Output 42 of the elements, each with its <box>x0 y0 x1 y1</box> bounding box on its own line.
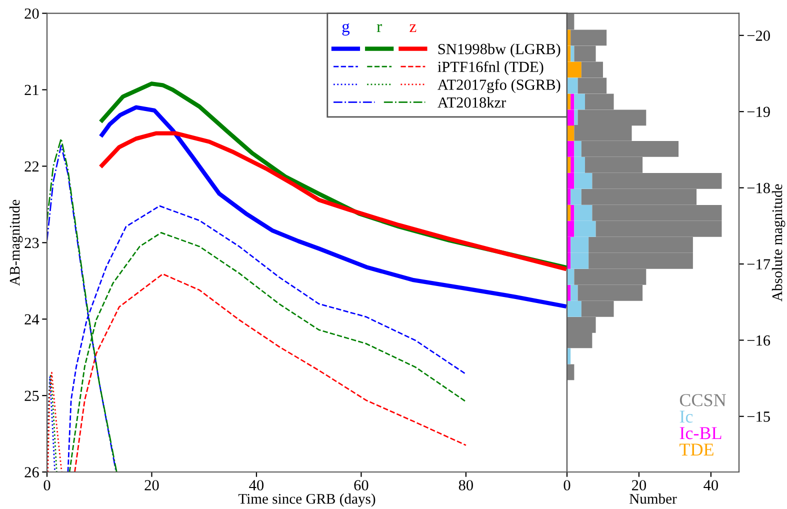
y-tick-label: −15 <box>747 412 770 422</box>
text: CCSN <box>680 394 726 406</box>
line-series <box>74 273 467 472</box>
y-tick-label: 23 <box>24 238 39 248</box>
annotation: r <box>376 24 382 32</box>
y-tick-label: −19 <box>747 106 770 118</box>
text: Ic-BL <box>680 427 722 440</box>
x-tick-label: 40 <box>704 480 718 490</box>
x-tick-label: 60 <box>354 480 368 490</box>
y-tick-label: −17 <box>747 259 770 270</box>
x-tick-label: 0 <box>564 480 570 490</box>
y-axis-title: AB-magnitude <box>9 200 23 286</box>
legend-label: AT2017gfo (SGRB) <box>438 78 560 94</box>
y-tick-label: 25 <box>24 390 39 401</box>
bar <box>570 46 574 62</box>
x-tick-label: 0 <box>44 480 50 490</box>
annotation: g <box>342 23 350 36</box>
x-tick-label: 20 <box>632 480 646 490</box>
x-tick-label: 80 <box>458 480 473 490</box>
legend-label: iPTF16fnl (TDE) <box>438 61 544 76</box>
y-axis-title: Absolute magnitude <box>772 184 786 302</box>
text: Ic <box>680 410 693 423</box>
y-tick-label: 24 <box>24 314 40 324</box>
x-tick-label: 20 <box>144 480 159 490</box>
y-tick-label: 22 <box>24 161 39 172</box>
y-tick-label: 26 <box>24 467 39 478</box>
x-tick-label: 40 <box>249 480 264 490</box>
line-series <box>100 131 566 271</box>
legend-label: AT2018kzr <box>438 96 506 108</box>
bar <box>567 364 574 380</box>
y-tick-label: 21 <box>24 84 38 96</box>
x-axis-title: Time since GRB (days) <box>238 493 376 507</box>
annotation: z <box>410 24 416 32</box>
text: TDE <box>680 444 714 456</box>
x-axis-title: Number <box>630 493 677 504</box>
line-series <box>47 373 58 472</box>
y-tick-label: 20 <box>24 8 39 19</box>
y-tick-label: −18 <box>747 182 770 194</box>
y-tick-label: −16 <box>747 335 770 346</box>
legend-label: SN1998bw (LGRB) <box>438 43 560 58</box>
line-series <box>47 372 62 472</box>
y-tick-label: −20 <box>747 30 770 41</box>
